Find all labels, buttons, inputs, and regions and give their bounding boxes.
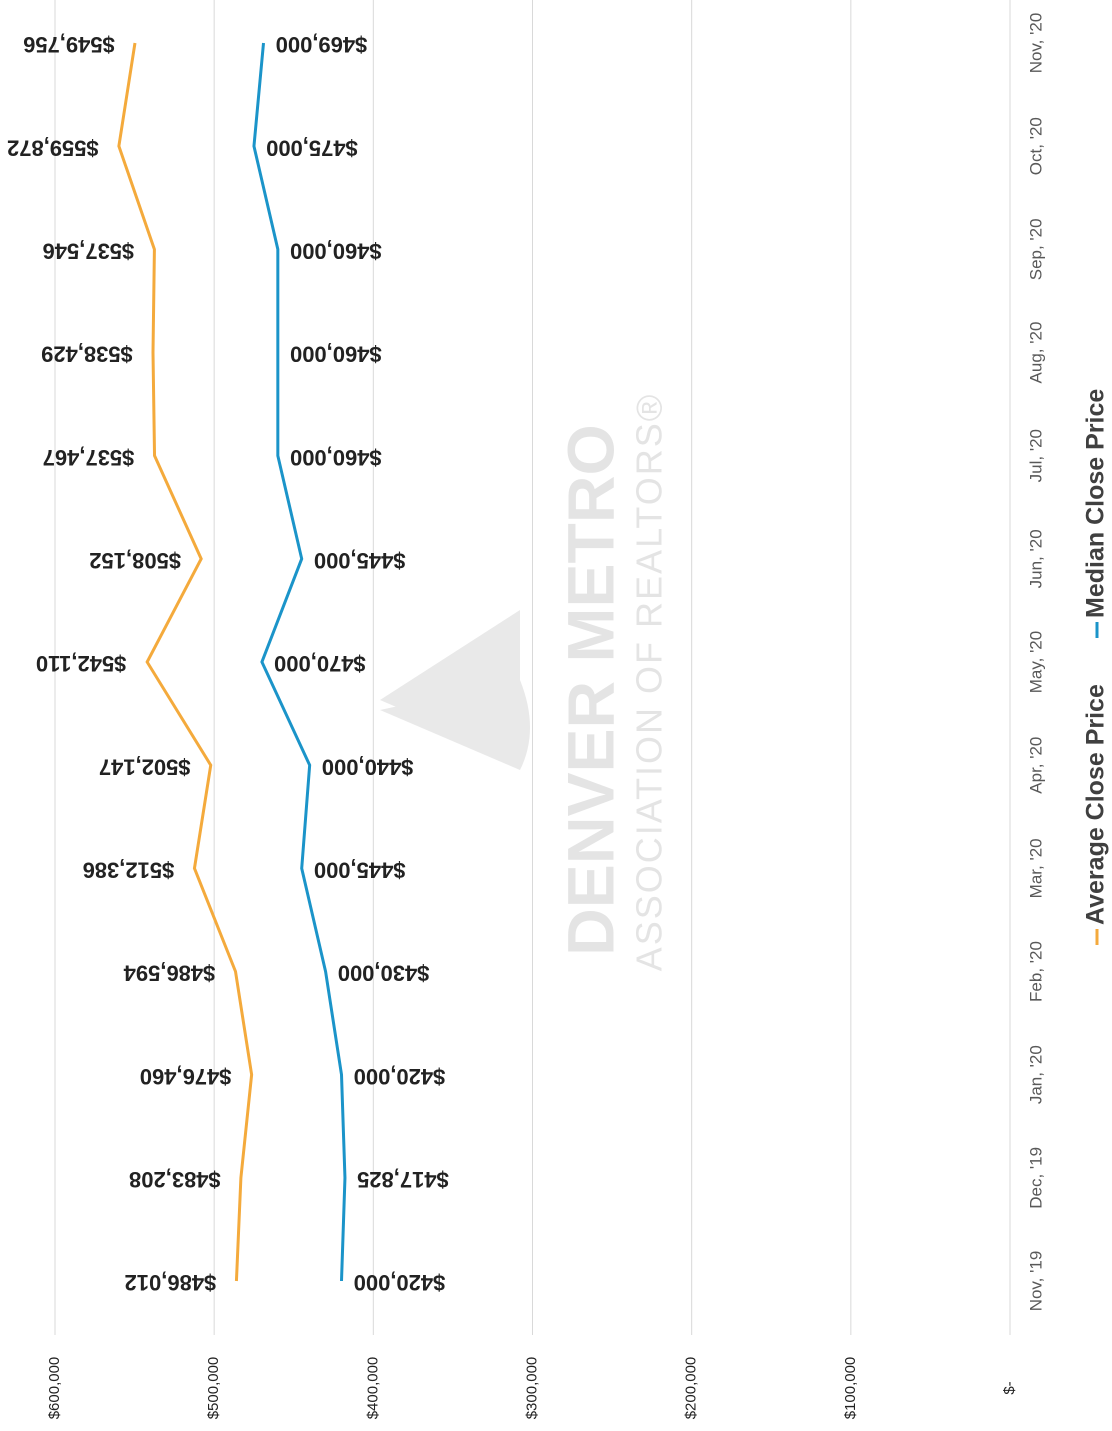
y-tick-label: $500,000 xyxy=(205,1357,222,1420)
x-tick-label: Nov, '19 xyxy=(1026,1251,1045,1312)
data-label: $469,000 xyxy=(276,32,368,57)
data-label: $542,110 xyxy=(36,651,127,676)
data-label: $417,825 xyxy=(357,1167,449,1192)
y-tick-label: $400,000 xyxy=(364,1357,381,1420)
x-tick-label: Jun, '20 xyxy=(1026,529,1045,588)
data-label: $460,000 xyxy=(290,342,382,367)
data-label: $476,460 xyxy=(140,1064,232,1089)
x-tick-label: Mar, '20 xyxy=(1026,838,1045,898)
data-label: $445,000 xyxy=(314,858,406,883)
data-label: $445,000 xyxy=(314,548,406,573)
watermark-logo xyxy=(380,680,530,770)
x-tick-label: Jan, '20 xyxy=(1026,1045,1045,1104)
y-tick-label: $200,000 xyxy=(683,1357,700,1420)
series-line xyxy=(117,42,254,1282)
x-tick-label: Jul, '20 xyxy=(1026,429,1045,482)
x-tick-label: Feb, '20 xyxy=(1026,941,1045,1002)
data-label: $502,147 xyxy=(99,754,191,779)
legend-label: Median Close Price xyxy=(1082,389,1110,618)
data-label: $512,386 xyxy=(83,858,175,883)
y-tick-label: $100,000 xyxy=(842,1357,859,1420)
data-label: $470,000 xyxy=(274,651,366,676)
x-tick-label: Oct, '20 xyxy=(1026,117,1045,175)
y-tick-label: $600,000 xyxy=(46,1357,63,1420)
data-label: $537,467 xyxy=(43,445,135,470)
data-label: $538,429 xyxy=(41,342,133,367)
data-label: $460,000 xyxy=(290,445,382,470)
data-label: $420,000 xyxy=(354,1270,446,1295)
data-label: $559,872 xyxy=(7,135,99,160)
legend-label: Average Close Price xyxy=(1082,684,1110,925)
x-tick-label: Dec, '19 xyxy=(1026,1147,1045,1209)
data-label: $430,000 xyxy=(338,961,430,986)
data-label: $486,012 xyxy=(125,1270,217,1295)
watermark-title: DENVER METRO xyxy=(553,424,627,956)
data-label: $460,000 xyxy=(290,239,382,264)
data-label: $420,000 xyxy=(354,1064,446,1089)
data-label: $549,756 xyxy=(23,32,115,57)
x-tick-label: Sep, '20 xyxy=(1026,218,1045,280)
data-label: $486,594 xyxy=(123,961,216,986)
data-label: $537,546 xyxy=(43,239,135,264)
x-tick-label: May, '20 xyxy=(1026,631,1045,693)
data-label: $475,000 xyxy=(266,135,358,160)
watermark-logo xyxy=(380,610,520,760)
data-label: $508,152 xyxy=(89,548,181,573)
watermark: DENVER METRO ASSOCIATION OF REALTORS® xyxy=(380,393,670,972)
x-tick-label: Aug, '20 xyxy=(1026,322,1045,384)
x-tick-label: Apr, '20 xyxy=(1026,737,1045,794)
y-tick-label: $300,000 xyxy=(523,1357,540,1420)
x-tick-label: Nov, '20 xyxy=(1026,13,1045,74)
data-label: $440,000 xyxy=(322,754,414,779)
watermark-subtitle: ASSOCIATION OF REALTORS® xyxy=(629,393,670,972)
series-line xyxy=(252,42,347,1282)
y-tick-label: $- xyxy=(1001,1381,1018,1394)
data-label: $483,208 xyxy=(129,1167,221,1192)
